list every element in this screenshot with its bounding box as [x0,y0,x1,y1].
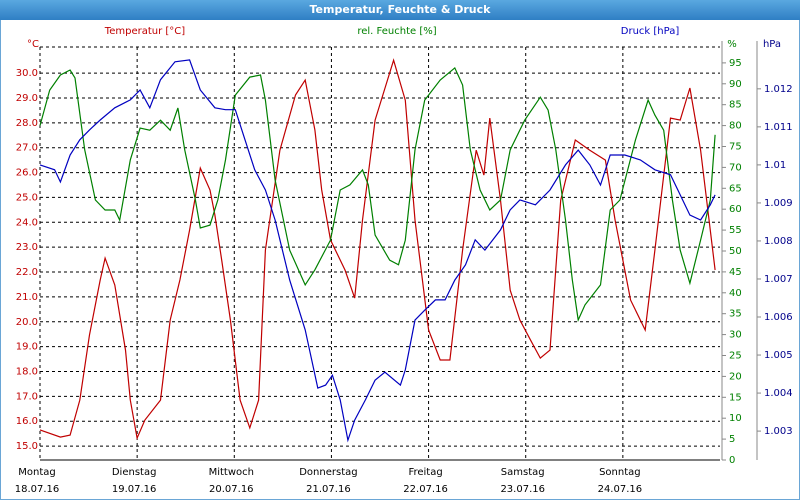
title-bar [0,0,800,20]
x-tick-date: 21.07.16 [306,484,351,495]
y-tick-label: 23.0 [16,242,38,253]
legend-label: rel. Feuchte [%] [357,26,436,37]
y2-tick-label: 40 [729,288,742,299]
y2-tick-label: 35 [729,309,742,320]
y-tick-label: 16.0 [16,416,38,427]
y3-tick-label: 1.008 [764,236,793,247]
y2-tick-label: 25 [729,350,742,361]
x-tick-date: 22.07.16 [403,484,448,495]
x-tick-label: Sonntag [599,467,641,478]
x-tick-label: Samstag [501,467,545,478]
series-line [39,66,716,323]
y3-tick-label: 1.003 [764,426,793,437]
y2-tick-label: 15 [729,392,742,403]
legend-label: Druck [hPa] [621,26,680,37]
y-tick-label: 21.0 [16,292,38,303]
y-tick-label: 20.0 [16,317,38,328]
y2-tick-label: 95 [729,58,742,69]
y-tick-label: 18.0 [16,366,38,377]
y2-tick-label: 75 [729,141,742,152]
x-tick-label: Freitag [408,467,442,478]
y3-tick-label: 1.005 [764,350,793,361]
y2-tick-label: 0 [729,455,735,466]
y2-tick-label: 85 [729,100,742,111]
y2-tick-label: 30 [729,330,742,341]
y2-tick-label: 20 [729,371,742,382]
y2-tick-label: 10 [729,413,742,424]
x-tick-label: Donnerstag [299,467,357,478]
y-unit: °C [27,39,39,50]
y-tick-label: 27.0 [16,143,38,154]
y2-tick-label: 65 [729,183,742,194]
x-tick-label: Mittwoch [209,467,254,478]
y3-tick-label: 1.006 [764,312,793,323]
x-tick-date: 19.07.16 [112,484,157,495]
y3-tick-label: 1.009 [764,198,793,209]
y-tick-label: 26.0 [16,168,38,179]
y-tick-label: 15.0 [16,441,38,452]
y-tick-label: 28.0 [16,118,38,129]
x-tick-label: Dienstag [112,467,157,478]
y2-tick-label: 50 [729,246,742,257]
x-tick-label: Montag [18,467,55,478]
y2-tick-label: 60 [729,204,742,215]
y-tick-label: 22.0 [16,267,38,278]
y3-tick-label: 1.004 [764,388,793,399]
y2-tick-label: 80 [729,121,742,132]
y-tick-label: 29.0 [16,93,38,104]
x-tick-date: 20.07.16 [209,484,254,495]
y2-tick-label: 55 [729,225,742,236]
y2-tick-label: 70 [729,162,742,173]
y3-tick-label: 1.012 [764,84,793,95]
x-tick-date: 23.07.16 [500,484,545,495]
x-tick-date: 24.07.16 [598,484,643,495]
y-tick-label: 30.0 [16,68,38,79]
chart-title: Temperatur, Feuchte & Druck [310,3,492,16]
y-tick-label: 17.0 [16,391,38,402]
legend-label: Temperatur [°C] [104,26,185,37]
y3-tick-label: 1.007 [764,274,793,285]
y-tick-label: 25.0 [16,192,38,203]
y-tick-label: 24.0 [16,217,38,228]
y-tick-label: 19.0 [16,342,38,353]
y3-tick-label: 1.01 [764,160,786,171]
series-line [39,59,716,443]
y2-unit: % [727,39,737,50]
series-line [39,58,716,441]
y2-tick-label: 90 [729,79,742,90]
y2-tick-label: 45 [729,267,742,278]
y2-tick-label: 5 [729,434,735,445]
x-tick-date: 18.07.16 [15,484,60,495]
y3-unit: hPa [763,39,781,50]
y3-tick-label: 1.011 [764,122,793,133]
